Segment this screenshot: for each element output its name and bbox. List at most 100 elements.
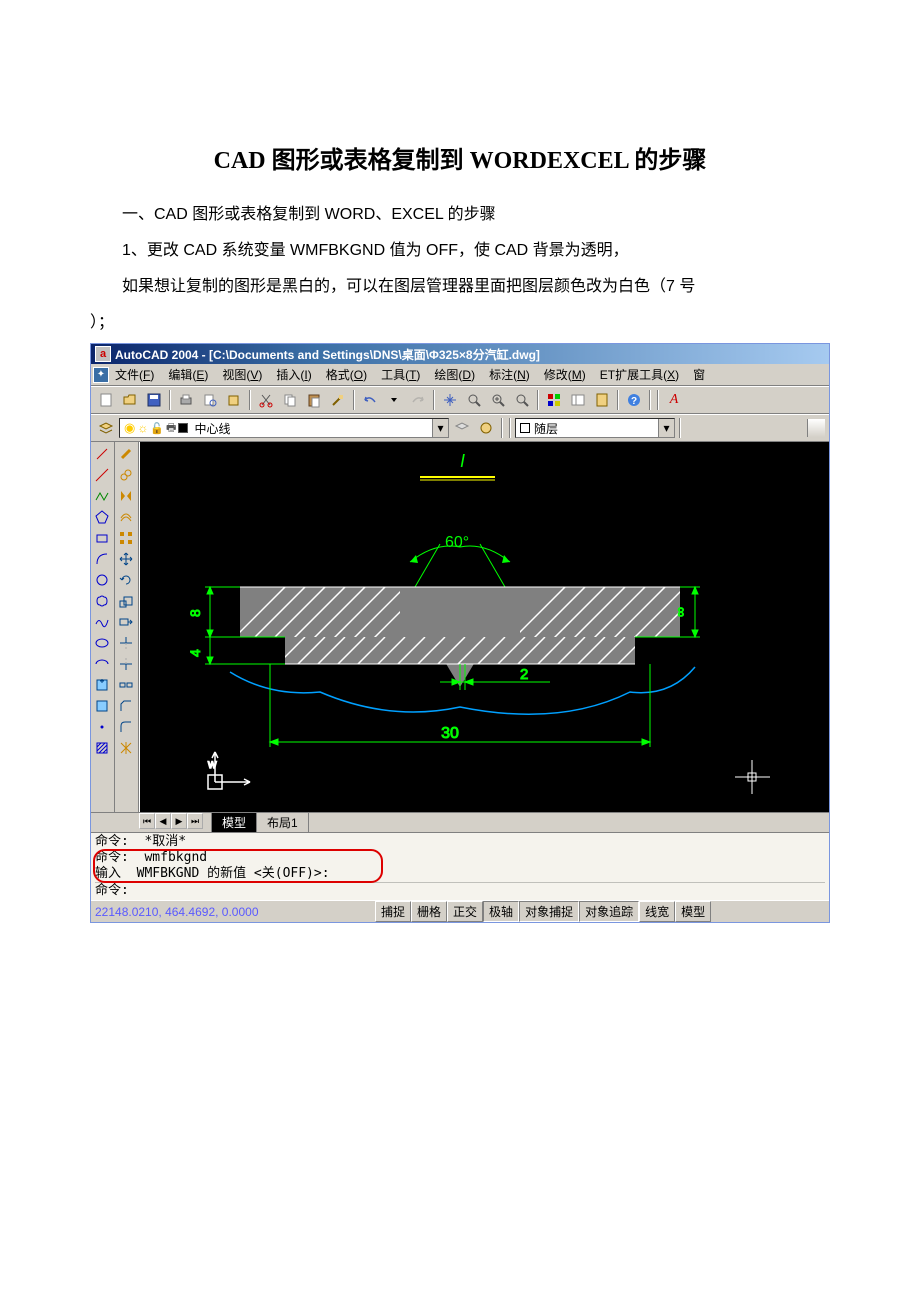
color-combo[interactable]: 随层 ▾ bbox=[515, 418, 675, 438]
hatch-icon[interactable] bbox=[92, 738, 112, 758]
print-preview-icon[interactable] bbox=[199, 389, 221, 411]
cmd-line-4: 命令: bbox=[95, 882, 825, 899]
toolbar-separator bbox=[509, 418, 511, 438]
drawing-canvas[interactable]: I 60° bbox=[139, 442, 829, 812]
zoom-realtime-icon[interactable] bbox=[463, 389, 485, 411]
offset-icon[interactable] bbox=[116, 507, 136, 527]
tab-last-icon[interactable]: ⏭ bbox=[187, 813, 203, 829]
menu-item[interactable]: 文件(F) bbox=[115, 368, 154, 382]
tab-model[interactable]: 模型 bbox=[211, 813, 257, 833]
properties-icon[interactable] bbox=[543, 389, 565, 411]
layer-property-bar: ◉ ☼ 🔓 🖶 中心线 ▾ 随层 ▾ bbox=[91, 414, 829, 442]
menu-item[interactable]: 格式(O) bbox=[326, 368, 367, 382]
tab-prev-icon[interactable]: ◀ bbox=[155, 813, 171, 829]
tab-next-icon[interactable]: ▶ bbox=[171, 813, 187, 829]
save-icon[interactable] bbox=[143, 389, 165, 411]
erase-icon[interactable] bbox=[116, 444, 136, 464]
tab-first-icon[interactable]: ⏮ bbox=[139, 813, 155, 829]
menu-item[interactable]: 视图(V) bbox=[222, 368, 262, 382]
doc-paragraph-3: 如果想让复制的图形是黑白的，可以在图层管理器里面把图层颜色改为白色（7 号 bbox=[90, 271, 830, 303]
status-toggle[interactable]: 正交 bbox=[447, 901, 483, 922]
extend-icon[interactable] bbox=[116, 654, 136, 674]
paste-icon[interactable] bbox=[303, 389, 325, 411]
dropdown-arrow-icon[interactable]: ▾ bbox=[658, 419, 674, 437]
stretch-icon[interactable] bbox=[116, 612, 136, 632]
spline-icon[interactable] bbox=[92, 612, 112, 632]
status-toggle[interactable]: 对象捕捉 bbox=[519, 901, 579, 922]
design-center-icon[interactable] bbox=[567, 389, 589, 411]
publish-icon[interactable] bbox=[223, 389, 245, 411]
scale-icon[interactable] bbox=[116, 591, 136, 611]
document-icon[interactable]: ✦ bbox=[93, 367, 109, 383]
open-file-icon[interactable] bbox=[119, 389, 141, 411]
ellipse-arc-icon[interactable] bbox=[92, 654, 112, 674]
menu-item[interactable]: ET扩展工具(X) bbox=[600, 368, 679, 382]
point-icon[interactable] bbox=[92, 717, 112, 737]
mirror-icon[interactable] bbox=[116, 486, 136, 506]
tab-layout1[interactable]: 布局1 bbox=[256, 813, 309, 833]
make-block-icon[interactable] bbox=[92, 696, 112, 716]
menu-bar: ✦ 文件(F) 编辑(E) 视图(V) 插入(I) 格式(O) 工具(T) 绘图(D) 标注(… bbox=[91, 364, 829, 386]
standard-toolbar: ? A bbox=[91, 386, 829, 414]
layer-manager-icon[interactable] bbox=[95, 417, 117, 439]
menu-item[interactable]: 修改(M) bbox=[544, 368, 586, 382]
dropdown-arrow-icon[interactable]: ▾ bbox=[432, 419, 448, 437]
layer-name-text: 中心线 bbox=[194, 420, 230, 437]
svg-text:2: 2 bbox=[520, 666, 528, 683]
ellipse-icon[interactable] bbox=[92, 633, 112, 653]
command-window[interactable]: 命令: *取消* 命令: wmfbkgnd 输入 WMFBKGND 的新值 <关… bbox=[91, 832, 829, 900]
menu-item[interactable]: 绘图(D) bbox=[434, 368, 475, 382]
new-file-icon[interactable] bbox=[95, 389, 117, 411]
rotate-icon[interactable] bbox=[116, 570, 136, 590]
break-icon[interactable] bbox=[116, 675, 136, 695]
layer-states-icon[interactable] bbox=[475, 417, 497, 439]
status-toggle[interactable]: 对象追踪 bbox=[579, 901, 639, 922]
cut-icon[interactable] bbox=[255, 389, 277, 411]
undo-dropdown-icon[interactable] bbox=[383, 389, 405, 411]
pan-icon[interactable] bbox=[439, 389, 461, 411]
lightbulb-icon: ◉ bbox=[124, 420, 135, 436]
insert-block-icon[interactable] bbox=[92, 675, 112, 695]
array-icon[interactable] bbox=[116, 528, 136, 548]
status-toggle[interactable]: 模型 bbox=[675, 901, 711, 922]
menu-item[interactable]: 窗 bbox=[693, 368, 705, 382]
toolbar-separator bbox=[537, 390, 539, 410]
copy-object-icon[interactable] bbox=[116, 465, 136, 485]
explode-icon[interactable] bbox=[116, 738, 136, 758]
chamfer-icon[interactable] bbox=[116, 696, 136, 716]
revcloud-icon[interactable] bbox=[92, 591, 112, 611]
svg-text:30: 30 bbox=[441, 725, 459, 742]
line-icon[interactable] bbox=[92, 444, 112, 464]
menu-item[interactable]: 插入(I) bbox=[276, 368, 311, 382]
text-style-icon[interactable]: A bbox=[663, 389, 685, 411]
arc-icon[interactable] bbox=[92, 549, 112, 569]
menu-item[interactable]: 标注(N) bbox=[489, 368, 530, 382]
fillet-icon[interactable] bbox=[116, 717, 136, 737]
match-prop-icon[interactable] bbox=[327, 389, 349, 411]
construction-line-icon[interactable] bbox=[92, 465, 112, 485]
copy-icon[interactable] bbox=[279, 389, 301, 411]
status-toggle[interactable]: 捕捉 bbox=[375, 901, 411, 922]
polyline-icon[interactable] bbox=[92, 486, 112, 506]
layer-combo[interactable]: ◉ ☼ 🔓 🖶 中心线 ▾ bbox=[119, 418, 449, 438]
status-toggle[interactable]: 极轴 bbox=[483, 901, 519, 922]
svg-text:8: 8 bbox=[187, 609, 203, 617]
rectangle-icon[interactable] bbox=[92, 528, 112, 548]
layer-prev-icon[interactable] bbox=[451, 417, 473, 439]
undo-icon[interactable] bbox=[359, 389, 381, 411]
move-icon[interactable] bbox=[116, 549, 136, 569]
zoom-window-icon[interactable] bbox=[487, 389, 509, 411]
print-icon[interactable] bbox=[175, 389, 197, 411]
zoom-previous-icon[interactable] bbox=[511, 389, 533, 411]
menu-item[interactable]: 编辑(E) bbox=[168, 368, 208, 382]
tool-palette-icon[interactable] bbox=[591, 389, 613, 411]
status-toggle[interactable]: 栅格 bbox=[411, 901, 447, 922]
redo-icon[interactable] bbox=[407, 389, 429, 411]
toolbar-separator bbox=[649, 390, 651, 410]
status-toggle[interactable]: 线宽 bbox=[639, 901, 675, 922]
circle-icon[interactable] bbox=[92, 570, 112, 590]
help-icon[interactable]: ? bbox=[623, 389, 645, 411]
trim-icon[interactable] bbox=[116, 633, 136, 653]
menu-item[interactable]: 工具(T) bbox=[381, 368, 420, 382]
polygon-icon[interactable] bbox=[92, 507, 112, 527]
